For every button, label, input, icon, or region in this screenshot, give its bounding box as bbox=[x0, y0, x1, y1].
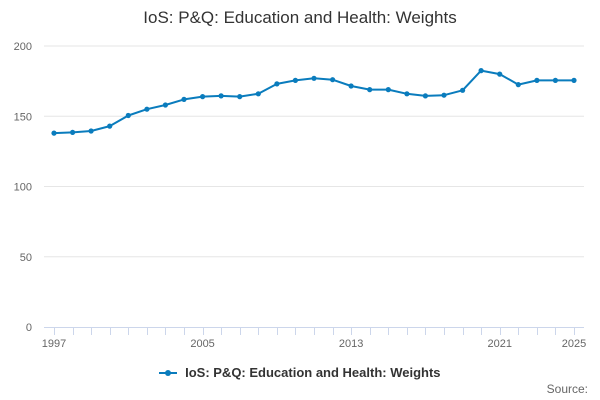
data-point bbox=[311, 75, 317, 81]
data-point bbox=[385, 87, 391, 93]
data-point bbox=[552, 77, 559, 83]
data-point bbox=[107, 123, 113, 129]
x-tick-label: 1997 bbox=[42, 338, 66, 350]
y-tick-label: 200 bbox=[14, 41, 32, 53]
x-tick-label: 2021 bbox=[487, 338, 511, 350]
data-point bbox=[348, 83, 354, 89]
x-tick-label: 2005 bbox=[190, 338, 214, 350]
data-point bbox=[460, 87, 466, 93]
data-point bbox=[534, 77, 540, 83]
x-tick-label: 2025 bbox=[562, 338, 586, 350]
data-point bbox=[441, 92, 447, 98]
data-point bbox=[330, 77, 336, 83]
legend-label: IoS: P&Q: Education and Health: Weights bbox=[185, 365, 441, 381]
data-point bbox=[367, 87, 373, 93]
data-point bbox=[200, 94, 206, 100]
y-tick-label: 150 bbox=[14, 111, 32, 123]
chart-title: IoS: P&Q: Education and Health: Weights bbox=[143, 8, 457, 27]
data-point bbox=[162, 102, 168, 108]
data-point bbox=[88, 128, 94, 134]
y-tick-label: 100 bbox=[14, 182, 32, 194]
legend-marker-icon bbox=[159, 368, 178, 378]
data-point bbox=[515, 82, 521, 88]
data-point bbox=[478, 68, 484, 74]
x-axis bbox=[44, 327, 584, 335]
data-point bbox=[571, 77, 577, 83]
legend-item[interactable]: IoS: P&Q: Education and Health: Weights bbox=[0, 364, 600, 380]
data-point bbox=[51, 130, 57, 136]
data-point bbox=[292, 77, 298, 83]
data-point bbox=[422, 93, 428, 99]
data-point bbox=[274, 81, 280, 87]
source-label: Source: bbox=[546, 382, 588, 396]
grid-lines bbox=[44, 45, 584, 258]
data-point bbox=[255, 91, 261, 97]
data-point bbox=[404, 91, 410, 97]
series-group bbox=[51, 68, 577, 136]
data-point bbox=[125, 112, 131, 119]
data-point bbox=[181, 96, 187, 102]
data-point bbox=[237, 94, 243, 100]
data-point bbox=[70, 129, 76, 135]
data-point bbox=[144, 106, 150, 112]
data-point bbox=[218, 93, 224, 99]
y-axis-tick-labels: 0 50 100 150 200 bbox=[14, 41, 32, 334]
y-tick-label: 0 bbox=[26, 322, 32, 334]
data-point bbox=[497, 71, 503, 77]
x-axis-tick-labels: 1997 2005 2013 2021 2025 bbox=[42, 338, 586, 350]
y-tick-label: 50 bbox=[20, 252, 32, 264]
x-tick-label: 2013 bbox=[339, 338, 363, 350]
